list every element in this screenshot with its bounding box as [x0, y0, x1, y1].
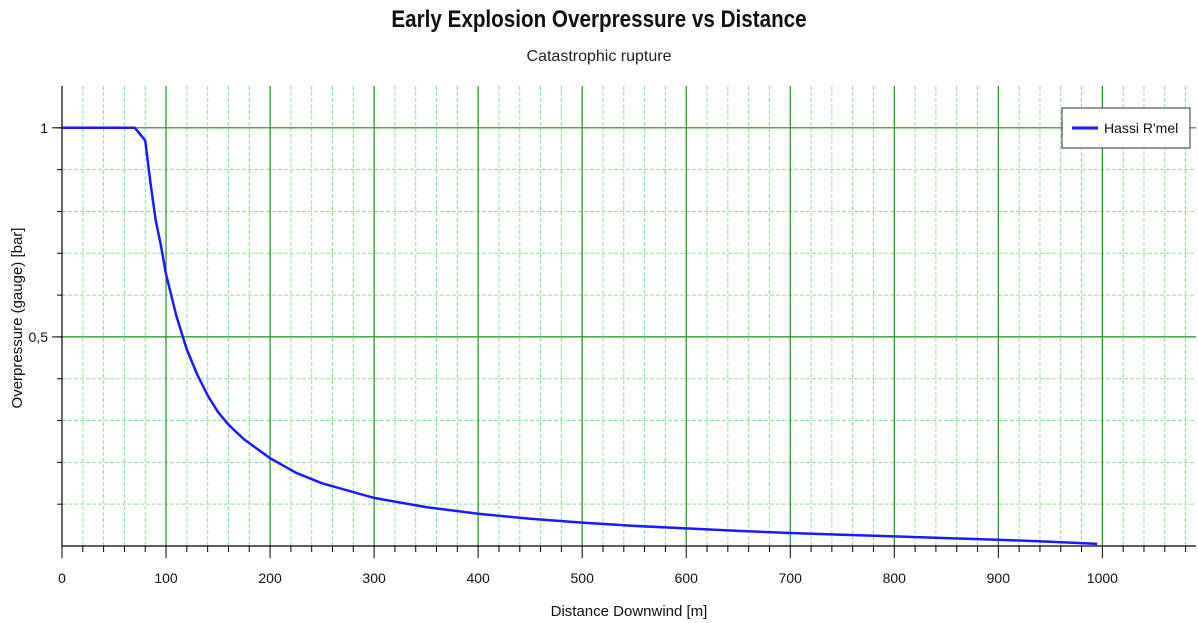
axis-ticks: 0 100 200 300 400 500 600 700 800 900 1000 0,5 1 — [29, 120, 1187, 586]
axes — [61, 86, 1196, 547]
x-tick-label: 1000 — [1087, 570, 1118, 586]
series-line — [62, 126, 1098, 546]
chart-subtitle: Catastrophic rupture — [526, 48, 672, 65]
x-axis-label: Distance Downwind [m] — [551, 603, 708, 620]
x-tick-label: 500 — [571, 570, 595, 586]
series-layer — [62, 126, 1098, 546]
legend: Hassi R'mel — [1061, 107, 1191, 149]
legend-entry-label: Hassi R'mel — [1104, 120, 1178, 136]
x-tick-label: 300 — [362, 570, 386, 586]
x-tick-label: 800 — [883, 570, 907, 586]
minor-grid — [62, 86, 1196, 546]
x-tick-label: 700 — [779, 570, 803, 586]
major-grid — [62, 86, 1196, 546]
x-tick-label: 100 — [154, 570, 178, 586]
chart-title: Early Explosion Overpressure vs Distance — [391, 6, 807, 33]
y-axis-label: Overpressure (gauge) [bar] — [9, 228, 26, 409]
y-tick-label: 0,5 — [29, 329, 49, 345]
x-tick-label: 600 — [675, 570, 699, 586]
x-tick-label: 200 — [258, 570, 282, 586]
y-tick-label: 1 — [40, 120, 48, 136]
x-tick-label: 0 — [58, 570, 66, 586]
x-tick-label: 900 — [987, 570, 1011, 586]
x-tick-label: 400 — [466, 570, 490, 586]
